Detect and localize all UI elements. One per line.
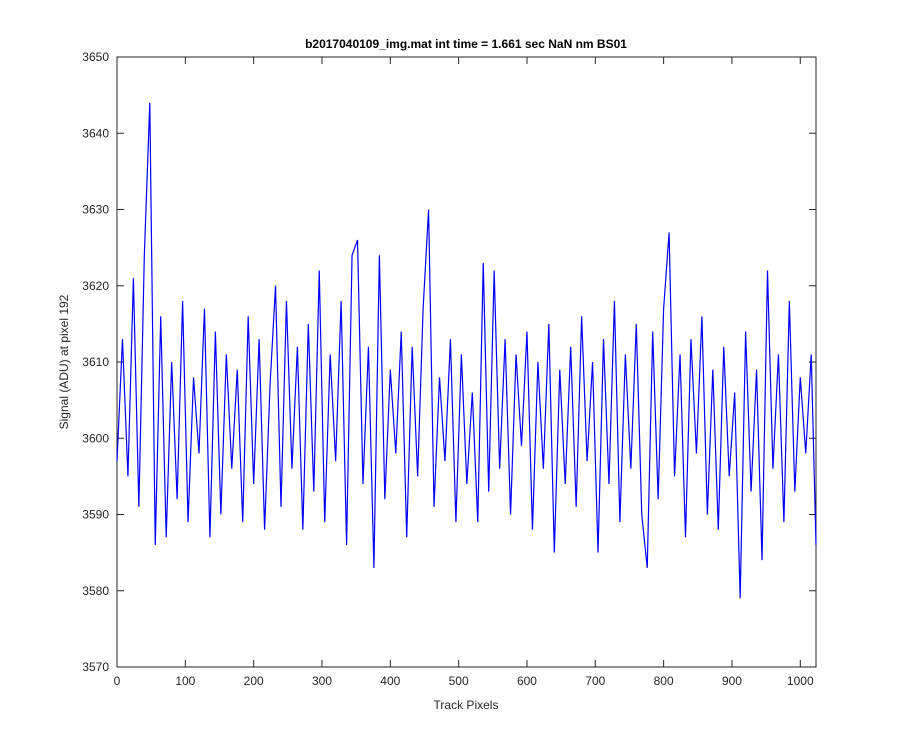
x-tick-label: 700 <box>585 674 605 688</box>
data-line <box>116 102 817 599</box>
x-axis-label: Track Pixels <box>434 698 499 712</box>
y-tick-label: 3630 <box>82 203 109 217</box>
x-tick-label: 800 <box>654 674 674 688</box>
y-tick-label: 3600 <box>82 431 109 445</box>
x-tick-label: 400 <box>380 674 400 688</box>
y-tick-label: 3570 <box>82 660 109 674</box>
x-tick-label: 200 <box>244 674 264 688</box>
y-axis-label: Signal (ADU) at pixel 192 <box>57 294 71 429</box>
x-tick-label: 1000 <box>787 674 814 688</box>
x-tick-label: 300 <box>312 674 332 688</box>
y-tick-label: 3590 <box>82 508 109 522</box>
x-tick-label: 600 <box>517 674 537 688</box>
x-tick-label: 0 <box>114 674 121 688</box>
y-tick-label: 3620 <box>82 279 109 293</box>
y-tick-label: 3650 <box>82 50 109 64</box>
x-tick-label: 900 <box>722 674 742 688</box>
plot-frame <box>116 56 817 668</box>
y-tick-label: 3610 <box>82 355 109 369</box>
y-tick-label: 3640 <box>82 126 109 140</box>
chart-title: b2017040109_img.mat int time = 1.661 sec… <box>305 37 627 51</box>
y-tick-label: 3580 <box>82 584 109 598</box>
x-tick-label: 100 <box>175 674 195 688</box>
x-tick-label: 500 <box>449 674 469 688</box>
